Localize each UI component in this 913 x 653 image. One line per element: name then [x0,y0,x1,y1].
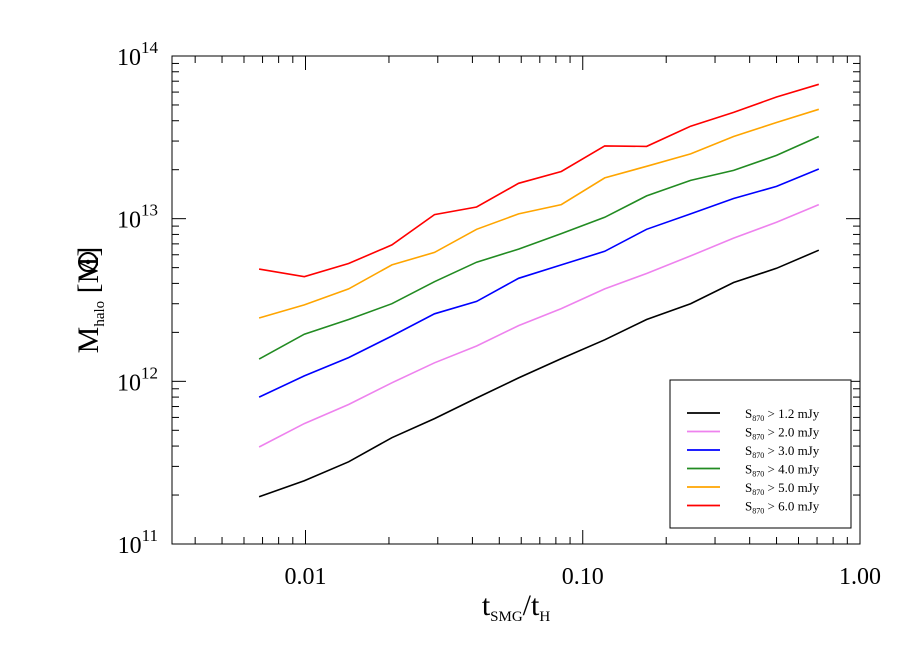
legend-box [669,379,852,529]
series-line [258,108,820,319]
series-line [258,168,820,398]
tick-labels: 0.01 0.10 1.00 1011 1012 1013 1014 [117,38,881,590]
y-tick-label: 1011 [118,526,158,559]
series-lines [258,83,820,498]
y-tick-label: 1012 [117,363,158,396]
x-tick-label: 0.10 [562,564,604,590]
axis-ticks [172,55,861,545]
y-axis-title: Mhalo [M] [72,247,108,354]
x-axis-title: tSMG/tH [482,589,551,625]
x-tick-label: 1.00 [839,564,881,590]
series-line [258,203,820,448]
x-tick-label: 0.01 [284,564,326,590]
legend-label: S870 > 6.0 mJy [745,499,820,516]
series-line [258,135,820,360]
svg-text:Mhalo [M]: Mhalo [M] [72,247,108,354]
legend-label: S870 > 1.2 mJy [745,406,820,423]
series-line [258,249,820,498]
plot-frame [171,55,861,545]
legend-label: S870 > 3.0 mJy [745,443,820,460]
legend-label: S870 > 5.0 mJy [745,480,820,497]
y-tick-label: 1013 [117,201,158,234]
legend-label: S870 > 2.0 mJy [745,425,820,442]
sun-symbol-icon [78,252,98,272]
series-line [258,83,820,278]
y-tick-label: 1014 [117,38,159,71]
legend-label: S870 > 4.0 mJy [745,462,820,479]
